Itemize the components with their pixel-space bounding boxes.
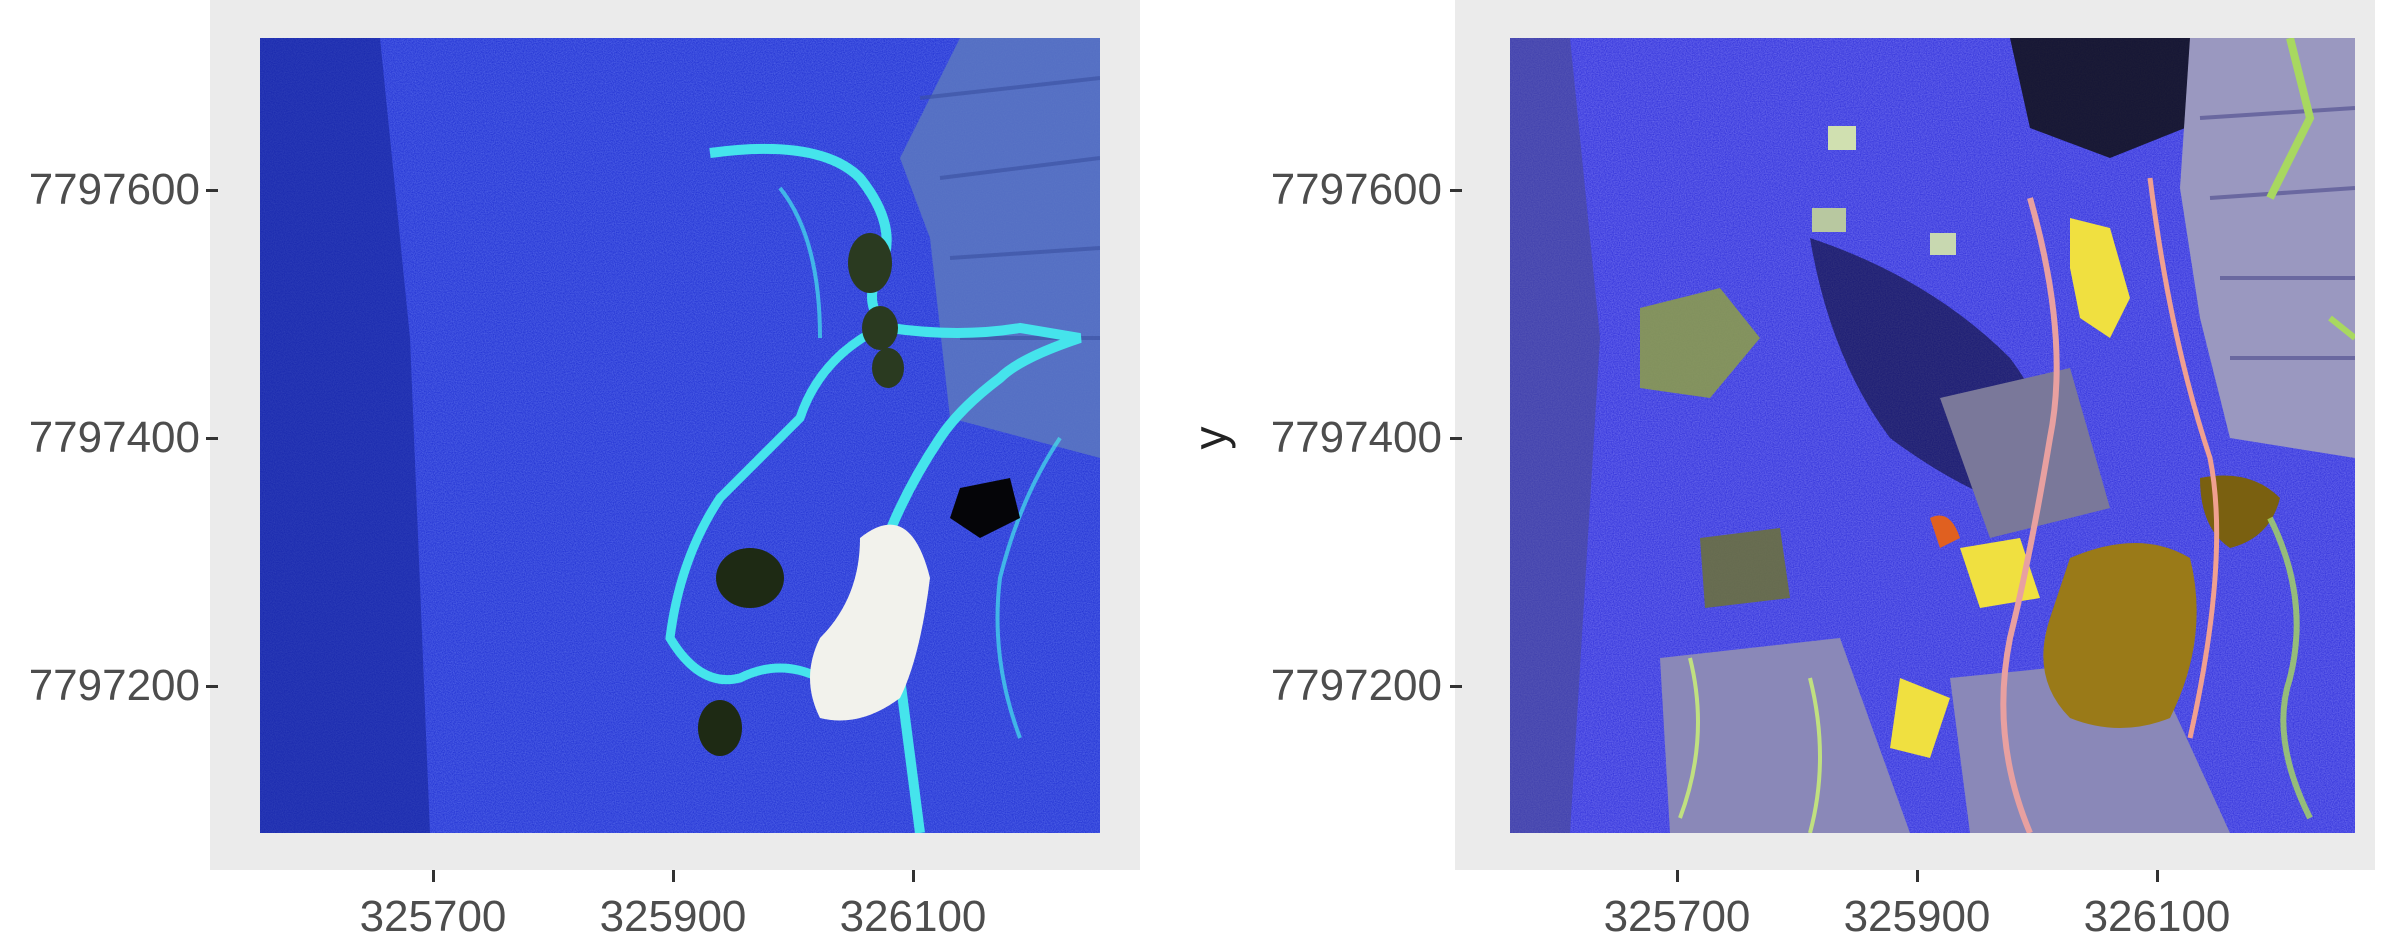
left-y-tick-mark: [206, 685, 218, 688]
left-y-tick-mark: [206, 437, 218, 440]
right-y-tick-mark: [1450, 685, 1462, 688]
right-x-tick-mark: [1916, 870, 1919, 882]
left-x-tick-label: 326100: [839, 892, 987, 941]
left-x-tick-label: 325700: [359, 892, 507, 941]
left-y-tick-mark: [206, 189, 218, 192]
left-map-panel: 7797600 7797400 7797200 325700 325900 32…: [0, 0, 1160, 939]
left-x-tick-mark: [432, 870, 435, 882]
left-y-tick-label: 7797600: [28, 165, 200, 214]
right-x-tick-label: 326100: [2083, 892, 2231, 941]
right-x-tick-label: 325700: [1603, 892, 1751, 941]
left-x-tick-mark: [672, 870, 675, 882]
left-x-tick-label: 325900: [599, 892, 747, 941]
right-y-axis-label: y: [1184, 426, 1236, 450]
left-y-tick-label: 7797200: [28, 661, 200, 710]
left-x-tick-mark: [912, 870, 915, 882]
left-y-tick-label: 7797400: [28, 413, 200, 462]
right-y-tick-mark: [1450, 437, 1462, 440]
right-raster-image: [1510, 38, 2355, 833]
right-x-tick-mark: [2156, 870, 2159, 882]
right-y-tick-mark: [1450, 189, 1462, 192]
right-map-panel: y 7797600 7797400 7797200 325700 325900 …: [1180, 0, 2387, 939]
right-x-tick-mark: [1676, 870, 1679, 882]
right-y-tick-label: 7797600: [1270, 165, 1442, 214]
right-y-tick-label: 7797200: [1270, 661, 1442, 710]
left-raster-image: [260, 38, 1100, 833]
right-y-tick-label: 7797400: [1270, 413, 1442, 462]
right-x-tick-label: 325900: [1843, 892, 1991, 941]
